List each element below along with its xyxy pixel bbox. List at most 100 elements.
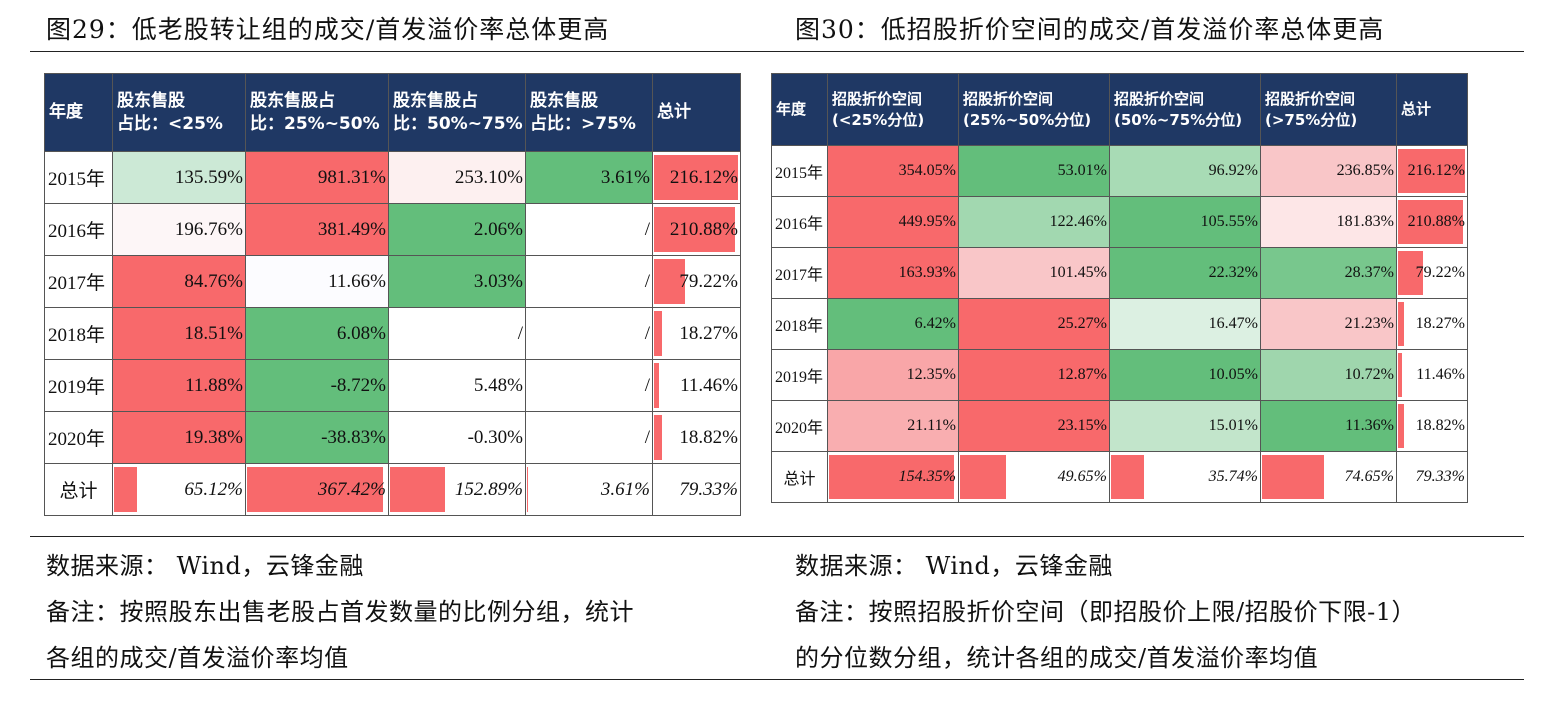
value-cell: 18.51%: [112, 307, 246, 360]
right-heatmap-table: 年度 招股折价空间 (<25%分位) 招股折价空间 (25%~50%分位) 招股折价空间(…: [771, 73, 1468, 503]
data-bar: [654, 155, 738, 200]
cell-value: -8.72%: [330, 374, 386, 396]
table-header-row: 年度 招股折价空间 (<25%分位) 招股折价空间 (25%~50%分位) 招股折价空间(…: [771, 73, 1468, 146]
header-text: 年度: [776, 100, 807, 119]
cell-value: 3.03%: [473, 270, 523, 292]
cell-value: 11.66%: [328, 270, 386, 292]
left-heatmap-table: 年度 股东售股 占比：<25% 股东售股占 比：25%~50% 股东售股占 比：50%~75…: [44, 73, 741, 516]
cell-value: 981.31%: [317, 166, 386, 188]
cell-value: 3.61%: [600, 478, 650, 500]
header-col-1: 招股折价空间 (<25%分位): [827, 73, 959, 146]
header-col-2: 股东售股占 比：25%~50%: [245, 73, 389, 152]
table-row: 2017年 84.76% 11.66% 3.03% / 79.22%: [44, 255, 741, 308]
cell-value: 12.35%: [906, 366, 956, 383]
cell-value: 216.12%: [1407, 162, 1465, 179]
top-rule: [30, 51, 1524, 52]
right-source: 数据来源： Wind，云锋金融: [795, 552, 1113, 580]
total-value-cell: 154.35%: [827, 451, 959, 503]
table-row: 2016年 196.76% 381.49% 2.06% / 210.88%: [44, 203, 741, 256]
cell-value: 11.46%: [680, 374, 738, 396]
table-row: 2020年 19.38% -38.83% -0.30% / 18.82%: [44, 411, 741, 464]
cell-value: 74.65%: [1344, 468, 1394, 485]
total-value-cell: 216.12%: [652, 151, 741, 204]
data-bar: [1262, 455, 1325, 499]
value-cell: 196.76%: [112, 203, 246, 256]
value-cell: 101.45%: [958, 247, 1110, 299]
value-cell: /: [388, 307, 526, 360]
total-value-cell: 79.33%: [1396, 451, 1468, 503]
data-bar: [527, 467, 529, 512]
header-col-1: 股东售股 占比：<25%: [112, 73, 246, 152]
data-bar: [1398, 302, 1405, 346]
cell-value: 10.05%: [1208, 366, 1258, 383]
total-value-cell: 367.42%: [245, 463, 389, 516]
table-row: 2018年 6.42% 25.27% 16.47% 21.23% 18.27%: [771, 298, 1468, 350]
value-cell: 21.11%: [827, 400, 959, 452]
total-value-cell: 18.27%: [652, 307, 741, 360]
cell-value: 122.46%: [1049, 213, 1107, 230]
value-cell: 23.15%: [958, 400, 1110, 452]
value-cell: 354.05%: [827, 145, 959, 197]
value-cell: 10.72%: [1260, 349, 1397, 401]
cell-value: 65.12%: [184, 478, 243, 500]
value-cell: 28.37%: [1260, 247, 1397, 299]
year-cell: 2020年: [771, 400, 828, 452]
cell-value: 18.27%: [679, 322, 738, 344]
cell-value: 49.65%: [1057, 468, 1107, 485]
cell-value: 152.89%: [454, 478, 523, 500]
value-cell: 5.48%: [388, 359, 526, 412]
header-total: 总计: [652, 73, 741, 152]
cell-value: 25.27%: [1057, 315, 1107, 332]
value-cell: /: [525, 359, 653, 412]
value-cell: 236.85%: [1260, 145, 1397, 197]
cell-value: 367.42%: [317, 478, 386, 500]
total-value-cell: 152.89%: [388, 463, 526, 516]
header-text: 总计: [657, 102, 691, 123]
table-row: 2015年 135.59% 981.31% 253.10% 3.61% 216.12%: [44, 151, 741, 204]
total-value-cell: 79.33%: [652, 463, 741, 516]
year-cell: 2016年: [44, 203, 113, 256]
cell-value: 3.61%: [600, 166, 650, 188]
value-cell: /: [525, 307, 653, 360]
cell-value: 18.82%: [1415, 417, 1465, 434]
cell-value: 15.01%: [1208, 417, 1258, 434]
cell-value: /: [644, 218, 650, 240]
cell-value: 181.83%: [1336, 213, 1394, 230]
total-value-cell: 11.46%: [652, 359, 741, 412]
year-cell: 2020年: [44, 411, 113, 464]
cell-value: /: [644, 322, 650, 344]
header-text: 占比：<25%: [117, 113, 223, 134]
bottom-rule: [30, 679, 1524, 680]
year-cell: 2017年: [44, 255, 113, 308]
cell-value: 18.82%: [679, 426, 738, 448]
cell-value: 28.37%: [1344, 264, 1394, 281]
cell-value: 5.48%: [473, 374, 523, 396]
header-year: 年度: [44, 73, 113, 152]
total-value-cell: 11.46%: [1396, 349, 1468, 401]
header-text: 股东售股: [117, 90, 185, 111]
value-cell: /: [525, 255, 653, 308]
cell-value: 11.46%: [1416, 366, 1465, 383]
value-cell: 105.55%: [1109, 196, 1261, 248]
cell-value: 210.88%: [1407, 213, 1465, 230]
cell-value: 2.06%: [473, 218, 523, 240]
total-label: 总计: [44, 463, 113, 516]
cell-value: 11.88%: [185, 374, 243, 396]
cell-value: 381.49%: [317, 218, 386, 240]
value-cell: 253.10%: [388, 151, 526, 204]
data-bar: [829, 455, 954, 499]
table-header-row: 年度 股东售股 占比：<25% 股东售股占 比：25%~50% 股东售股占 比：50%~75…: [44, 73, 741, 152]
data-bar: [1398, 149, 1466, 193]
value-cell: 981.31%: [245, 151, 389, 204]
value-cell: 22.32%: [1109, 247, 1261, 299]
cell-value: 79.22%: [1415, 264, 1465, 281]
total-value-cell: 49.65%: [958, 451, 1110, 503]
year-cell: 2017年: [771, 247, 828, 299]
value-cell: 12.87%: [958, 349, 1110, 401]
header-col-3: 招股折价空间 (50%~75%分位): [1109, 73, 1261, 146]
value-cell: 10.05%: [1109, 349, 1261, 401]
cell-value: 18.51%: [184, 322, 243, 344]
cell-value: 84.76%: [184, 270, 243, 292]
table-row: 2018年 18.51% 6.08% / / 18.27%: [44, 307, 741, 360]
data-bar: [1111, 455, 1145, 499]
